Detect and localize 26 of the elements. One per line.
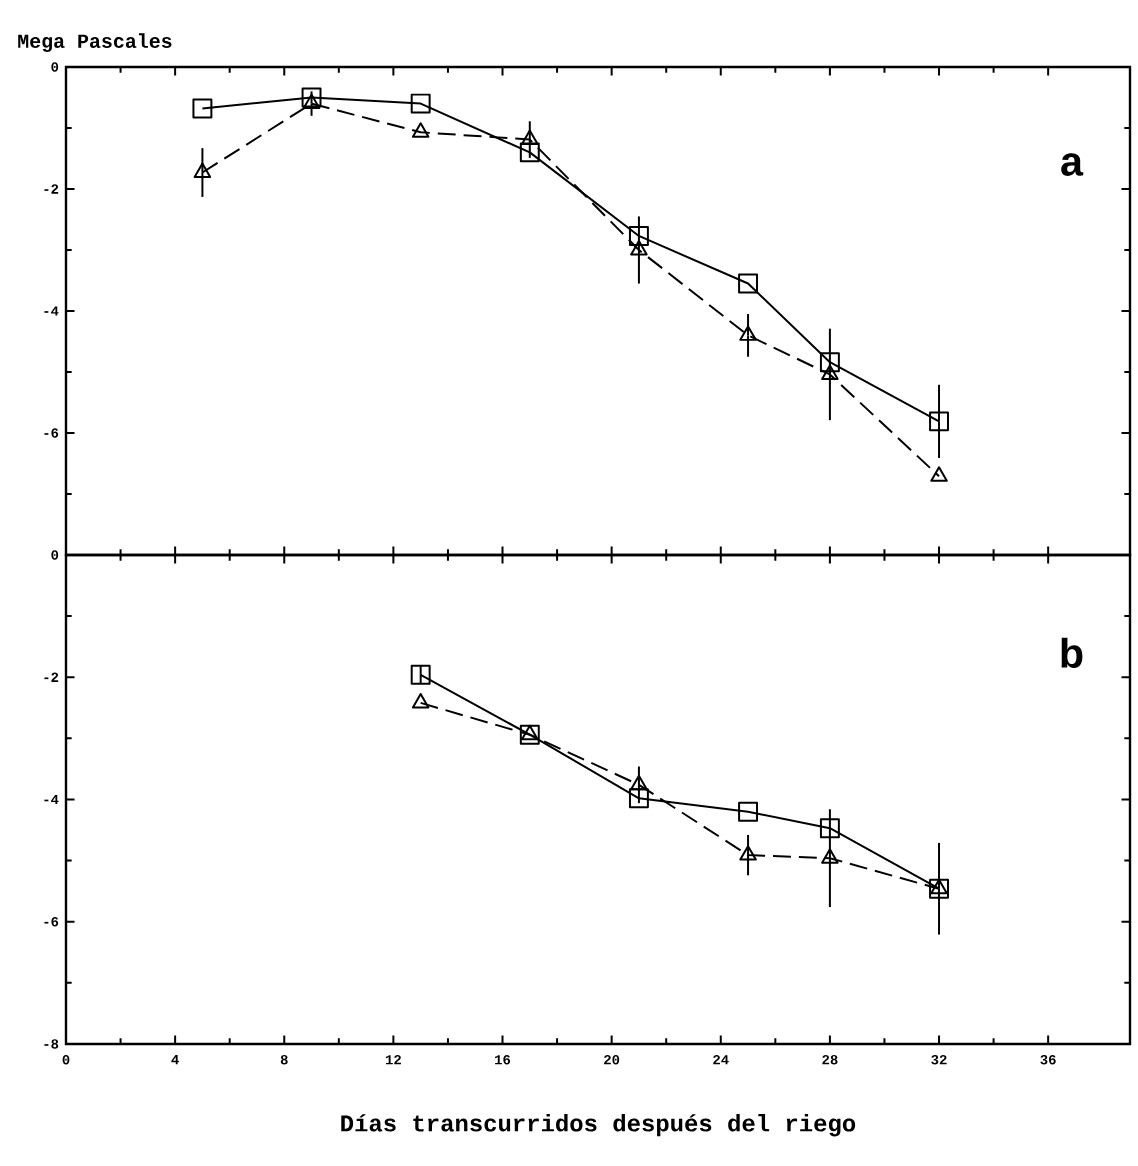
point [821, 848, 839, 864]
y-axis-title: Mega Pascales [18, 33, 172, 52]
x-axis-title: Días transcurridos después del riego [341, 1114, 856, 1137]
point [521, 129, 539, 146]
point [630, 240, 648, 256]
point [929, 411, 949, 432]
point [739, 845, 757, 861]
point [930, 466, 948, 482]
point [739, 325, 757, 341]
point [411, 692, 430, 709]
point [411, 122, 430, 138]
point [193, 162, 212, 179]
point [628, 788, 649, 809]
annotation: b [1061, 637, 1083, 668]
point [192, 98, 213, 119]
annotation: a [1061, 153, 1084, 176]
point [628, 225, 649, 246]
point [819, 818, 840, 839]
point [821, 364, 839, 380]
point [738, 273, 759, 294]
point [630, 774, 648, 791]
point [410, 93, 431, 114]
point [302, 93, 321, 110]
point [819, 352, 840, 373]
point [738, 801, 759, 822]
point [410, 664, 431, 685]
